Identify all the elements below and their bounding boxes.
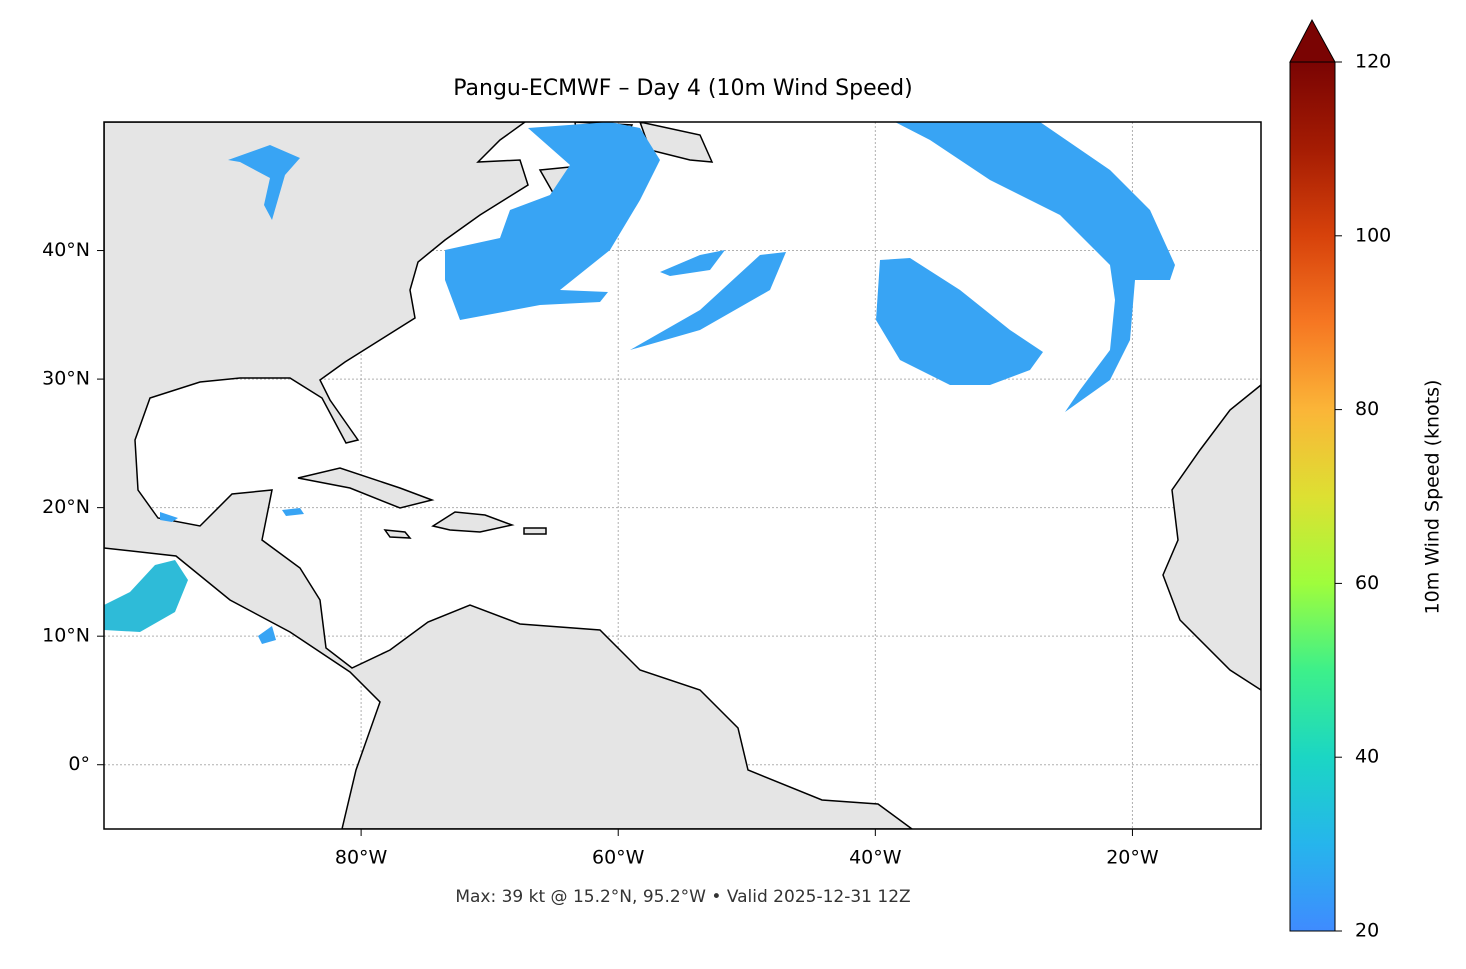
wind-east-blob [876, 258, 1043, 385]
colorbar-tick-label: 60 [1355, 572, 1379, 594]
colorbar [1289, 61, 1336, 932]
y-tick-label: 0° [68, 753, 90, 775]
y-tick-label: 30°N [42, 368, 90, 390]
colorbar-tick-label: 120 [1355, 51, 1391, 73]
jamaica [383, 529, 412, 539]
colorbar-label: 10m Wind Speed (knots) [1422, 380, 1444, 615]
wind-pacific [104, 560, 188, 632]
y-tick-label: 10°N [42, 625, 90, 647]
wind-band-1 [630, 252, 786, 350]
colorbar-tick-label: 80 [1355, 398, 1379, 420]
annotation: Max: 39 kt @ 15.2°N, 95.2°W • Valid 2025… [455, 887, 910, 907]
cuba [297, 467, 435, 509]
x-tick-label: 40°W [849, 847, 902, 869]
x-tick-label: 60°W [592, 847, 645, 869]
wind-great-lakes [228, 145, 300, 220]
colorbar-tick-label: 100 [1355, 224, 1391, 246]
wind-east-arc [895, 122, 1175, 412]
axes: 80°W 60°W 40°W 20°W 0° 10°N 20°N 30°N 40°N [42, 239, 1159, 868]
map-frame [103, 121, 1262, 830]
x-tick-label: 20°W [1106, 847, 1159, 869]
map-area [104, 122, 1261, 829]
colorbar-tick-label: 20 [1355, 920, 1379, 942]
puerto-rico [523, 527, 547, 535]
hispaniola [431, 511, 515, 533]
colorbar-tick-label: 40 [1355, 746, 1379, 768]
y-tick-label: 20°N [42, 496, 90, 518]
colorbar-extend [1289, 18, 1336, 63]
colorbar-axis: 20 40 60 80 100 120 [1335, 51, 1391, 942]
wind-band-2 [660, 250, 725, 276]
north-america [104, 122, 914, 829]
wind-canada [445, 122, 660, 320]
africa [1162, 384, 1261, 691]
x-tick-label: 80°W [335, 847, 388, 869]
chart-title: Pangu-ECMWF – Day 4 (10m Wind Speed) [453, 76, 912, 101]
y-tick-label: 40°N [42, 239, 90, 261]
